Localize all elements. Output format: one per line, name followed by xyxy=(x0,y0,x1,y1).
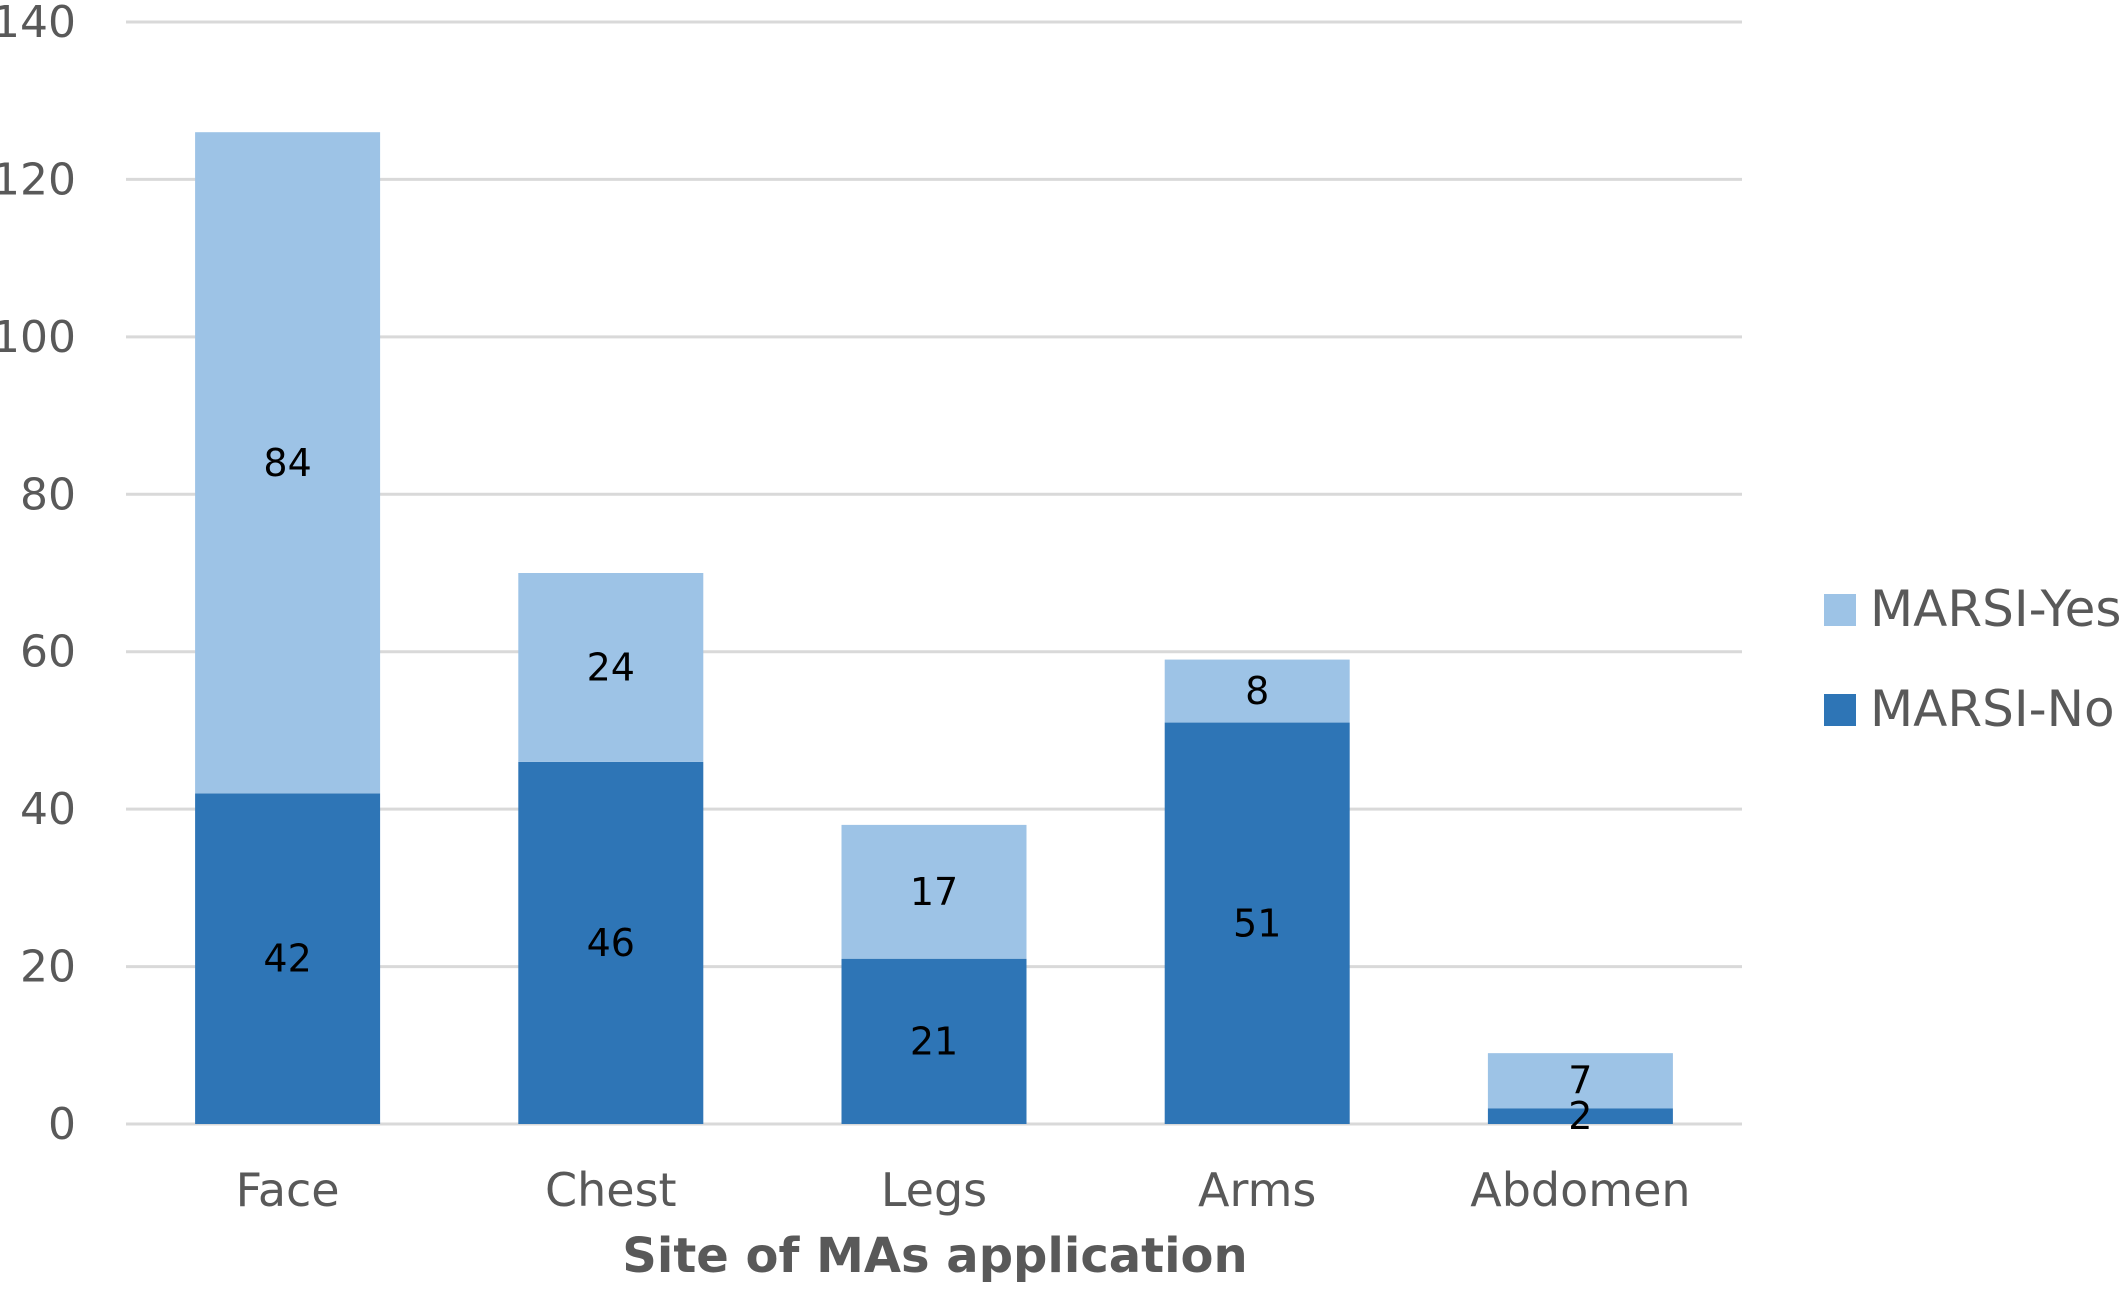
y-tick-label: 80 xyxy=(20,469,76,520)
y-tick-label: 140 xyxy=(0,0,76,48)
y-tick-label: 60 xyxy=(20,627,76,678)
bar-marsi-yes-face xyxy=(195,132,381,794)
data-label: 17 xyxy=(910,870,958,914)
x-axis-categories: Face Chest Legs Arms Abdomen xyxy=(236,1163,1691,1217)
y-axis-ticks: 0 20 40 60 80 100 120 140 xyxy=(0,0,76,1150)
legend-swatch xyxy=(1824,594,1856,626)
bar-marsi-no-arms xyxy=(1164,722,1350,1124)
x-category-label: Arms xyxy=(1198,1163,1316,1217)
data-labels: 42 84 46 24 21 17 51 8 27 xyxy=(263,441,1592,1138)
y-tick-label: 40 xyxy=(20,784,76,835)
data-label: 24 xyxy=(587,645,635,689)
bar-marsi-yes-legs xyxy=(841,824,1027,959)
bar-marsi-no-face xyxy=(195,793,381,1124)
y-tick-label: 0 xyxy=(48,1099,76,1150)
bar-marsi-yes-chest xyxy=(518,573,704,762)
bar-marsi-no-abdomen xyxy=(1487,1108,1673,1124)
bar-marsi-yes-arms xyxy=(1164,659,1350,723)
data-label: 42 xyxy=(263,937,311,981)
bar-marsi-no-chest xyxy=(518,761,704,1124)
y-tick-label: 20 xyxy=(20,942,76,993)
bar-marsi-no-legs xyxy=(841,958,1027,1124)
gridlines xyxy=(126,20,1742,1126)
x-category-label: Legs xyxy=(881,1163,987,1217)
x-category-label: Abdomen xyxy=(1470,1163,1690,1217)
legend-swatch xyxy=(1824,694,1856,726)
y-tick-label: 120 xyxy=(0,154,76,205)
data-label: 8 xyxy=(1245,669,1269,713)
data-label: 7 xyxy=(1568,1059,1592,1103)
x-category-label: Chest xyxy=(545,1163,677,1217)
x-axis-label: Site of MAs application xyxy=(622,1228,1247,1284)
y-tick-label: 100 xyxy=(0,312,76,363)
legend-label: MARSI-No xyxy=(1870,680,2115,738)
data-label: 51 xyxy=(1233,901,1281,945)
data-label: 2 xyxy=(1568,1094,1592,1138)
data-label: 46 xyxy=(587,921,635,965)
legend-label: MARSI-Yes xyxy=(1870,580,2121,638)
data-label: 21 xyxy=(910,1019,958,1063)
x-category-label: Face xyxy=(236,1163,340,1217)
legend: MARSI-Yes MARSI-No xyxy=(1824,580,2121,738)
bar-marsi-yes-abdomen xyxy=(1487,1053,1673,1109)
data-label: 84 xyxy=(263,441,311,485)
bars xyxy=(195,132,1673,1124)
